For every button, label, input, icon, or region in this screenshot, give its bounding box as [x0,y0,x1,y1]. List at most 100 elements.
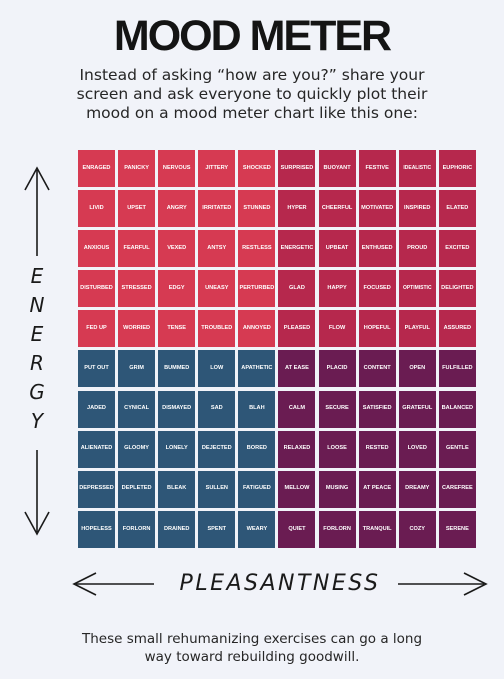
mood-cell: HOPELESS [78,510,115,548]
mood-cell: COZY [398,510,436,548]
mood-cell: FATIGUED [238,470,276,508]
mood-cell: ASSURED [438,310,476,348]
mood-cell: ENRAGED [78,150,115,187]
energy-letter: Y [30,409,44,433]
mood-cell: EDGY [158,270,196,308]
mood-cell: UNEASY [198,270,236,308]
mood-cell: STUNNED [238,190,276,228]
energy-letter: E [30,322,44,346]
mood-cell: AT EASE [278,350,316,388]
mood-cell: INSPIRED [398,190,436,228]
mood-cell: ELATED [438,190,476,228]
mood-cell: HOPEFUL [358,310,396,348]
mood-cell: GRATEFUL [398,390,436,428]
mood-cell: FORLORN [118,510,156,548]
mood-cell: HYPER [278,190,316,228]
mood-cell: SHOCKED [238,150,276,187]
mood-cell: ANXIOUS [78,230,115,268]
mood-cell: FOCUSED [358,270,396,308]
mood-cell: DREAMY [398,470,436,508]
mood-cell: SATISFIED [358,390,396,428]
mood-cell: JITTERY [198,150,236,187]
mood-cell: ANGRY [158,190,196,228]
mood-cell: VEXED [158,230,196,268]
mood-cell: DRAINED [158,510,196,548]
mood-cell: BUOYANT [318,150,356,187]
mood-cell: CALM [278,390,316,428]
mood-cell: CYNICAL [118,390,156,428]
mood-cell: JADED [78,390,115,428]
mood-cell: PLEASED [278,310,316,348]
mood-cell: IRRITATED [198,190,236,228]
mood-cell: LIVID [78,190,115,228]
mood-cell: RESTED [358,430,396,468]
mood-cell: TROUBLED [198,310,236,348]
mood-cell: MELLOW [278,470,316,508]
mood-cell: STRESSED [118,270,156,308]
outro-text: These small rehumanizing exercises can g… [81,631,423,665]
mood-cell: QUIET [278,510,316,548]
energy-letter: G [29,380,45,404]
mood-cell: LOVED [398,430,436,468]
intro-text: Instead of asking “how are you?” share y… [76,66,428,122]
mood-cell: SPENT [198,510,236,548]
mood-cell: CAREFREE [438,470,476,508]
mood-cell: ENTHUSED [358,230,396,268]
mood-cell: GLAD [278,270,316,308]
mood-cell: SECURE [318,390,356,428]
mood-cell: DEJECTED [198,430,236,468]
mood-cell: GRIM [118,350,156,388]
mood-cell: OPEN [398,350,436,388]
mood-cell: APATHETIC [238,350,276,388]
mood-cell: AT PEACE [358,470,396,508]
mood-cell: PLAYFUL [398,310,436,348]
mood-cell: DEPLETED [118,470,156,508]
mood-cell: DISTURBED [78,270,115,308]
energy-letter: R [30,351,44,375]
mood-cell: ANTSY [198,230,236,268]
mood-cell: GLOOMY [118,430,156,468]
energy-arrow-icon [24,166,50,536]
mood-cell: OPTIMISTIC [398,270,436,308]
mood-cell: BORED [238,430,276,468]
mood-cell: UPBEAT [318,230,356,268]
mood-cell: SULLEN [198,470,236,508]
energy-letter: N [29,293,45,317]
energy-letter: E [30,264,44,288]
mood-cell: RESTLESS [238,230,276,268]
mood-cell: UPSET [118,190,156,228]
mood-cell: CHEERFUL [318,190,356,228]
mood-cell: DISMAYED [158,390,196,428]
mood-cell: PANICKY [118,150,156,187]
mood-cell: PUT OUT [78,350,115,388]
pleasantness-axis: PLEASANTNESS [70,566,490,602]
mood-cell: WEARY [238,510,276,548]
mood-cell: LOOSE [318,430,356,468]
mood-cell: PERTURBED [238,270,276,308]
mood-cell: IDEALISTIC [398,150,436,187]
mood-cell: DELIGHTED [438,270,476,308]
mood-cell: PLACID [318,350,356,388]
mood-cell: ALIENATED [78,430,115,468]
mood-cell: FESTIVE [358,150,396,187]
mood-cell: BLEAK [158,470,196,508]
mood-cell: FULFILLED [438,350,476,388]
mood-cell: WORRIED [118,310,156,348]
mood-cell: GENTLE [438,430,476,468]
mood-cell: SURPRISED [278,150,316,187]
mood-cell: FEARFUL [118,230,156,268]
mood-cell: ENERGETIC [278,230,316,268]
mood-cell: NERVOUS [158,150,196,187]
mood-cell: FLOW [318,310,356,348]
mood-cell: BUMMED [158,350,196,388]
mood-cell: CONTENT [358,350,396,388]
mood-cell: PROUD [398,230,436,268]
mood-cell: RELAXED [278,430,316,468]
mood-cell: SERENE [438,510,476,548]
mood-grid: ENRAGED PANICKY NERVOUS JITTERY SHOCKED SURPR… [78,150,479,551]
mood-cell: MOTIVATED [358,190,396,228]
mood-cell: LONELY [158,430,196,468]
mood-cell: HAPPY [318,270,356,308]
mood-cell: ANNOYED [238,310,276,348]
